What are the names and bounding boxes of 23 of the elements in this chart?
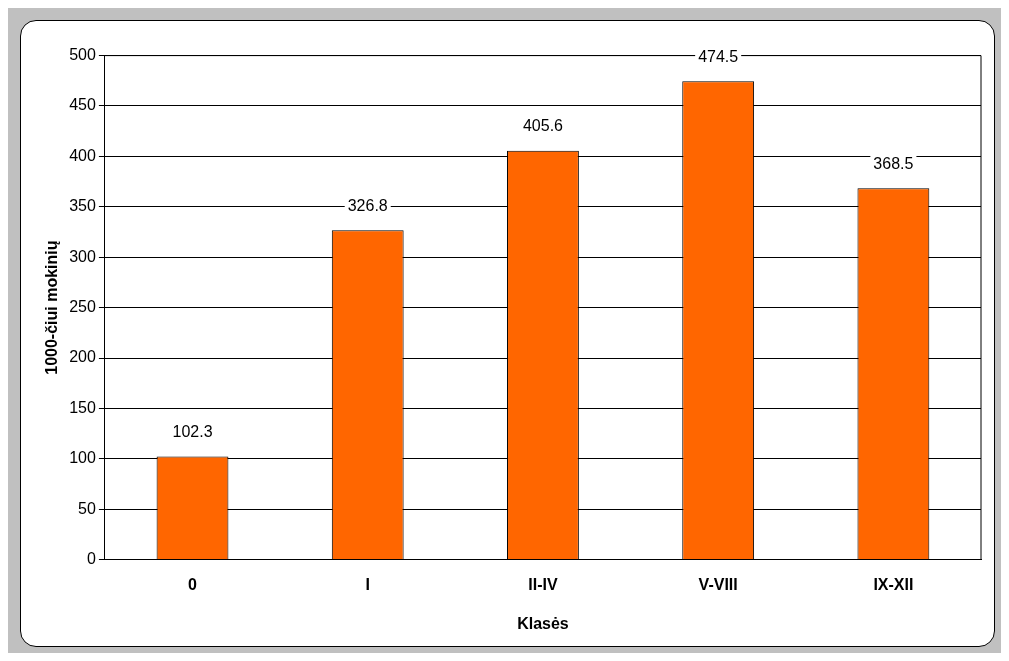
x-tick-label: IX-XII xyxy=(873,575,914,593)
y-tick-label: 200 xyxy=(69,348,96,366)
y-tick-label: 500 xyxy=(69,46,96,64)
y-tick-label: 150 xyxy=(69,398,96,416)
data-label: 405.6 xyxy=(522,117,564,135)
y-tick-label: 250 xyxy=(69,298,96,316)
y-tick-label: 350 xyxy=(69,197,96,215)
x-tick-label: 0 xyxy=(188,575,198,593)
x-axis-title: Klasės xyxy=(517,614,569,632)
y-tick-label: 450 xyxy=(69,96,96,114)
data-label: 368.5 xyxy=(873,154,914,172)
data-label: 474.5 xyxy=(698,47,739,65)
x-tick-label: II-IV xyxy=(528,575,558,593)
data-label: 326.8 xyxy=(347,196,388,214)
y-tick-label: 400 xyxy=(69,146,96,164)
y-tick-label: 50 xyxy=(78,499,96,517)
y-tick-label: 0 xyxy=(86,550,96,568)
y-tick-label: 300 xyxy=(69,247,96,265)
y-axis-title: 1000-čiui mokinių xyxy=(43,240,61,375)
data-label: 102.3 xyxy=(172,422,213,440)
x-tick-label: V-VIII xyxy=(698,575,738,593)
y-tick-label: 100 xyxy=(69,449,96,467)
x-tick-label: I xyxy=(365,575,370,593)
